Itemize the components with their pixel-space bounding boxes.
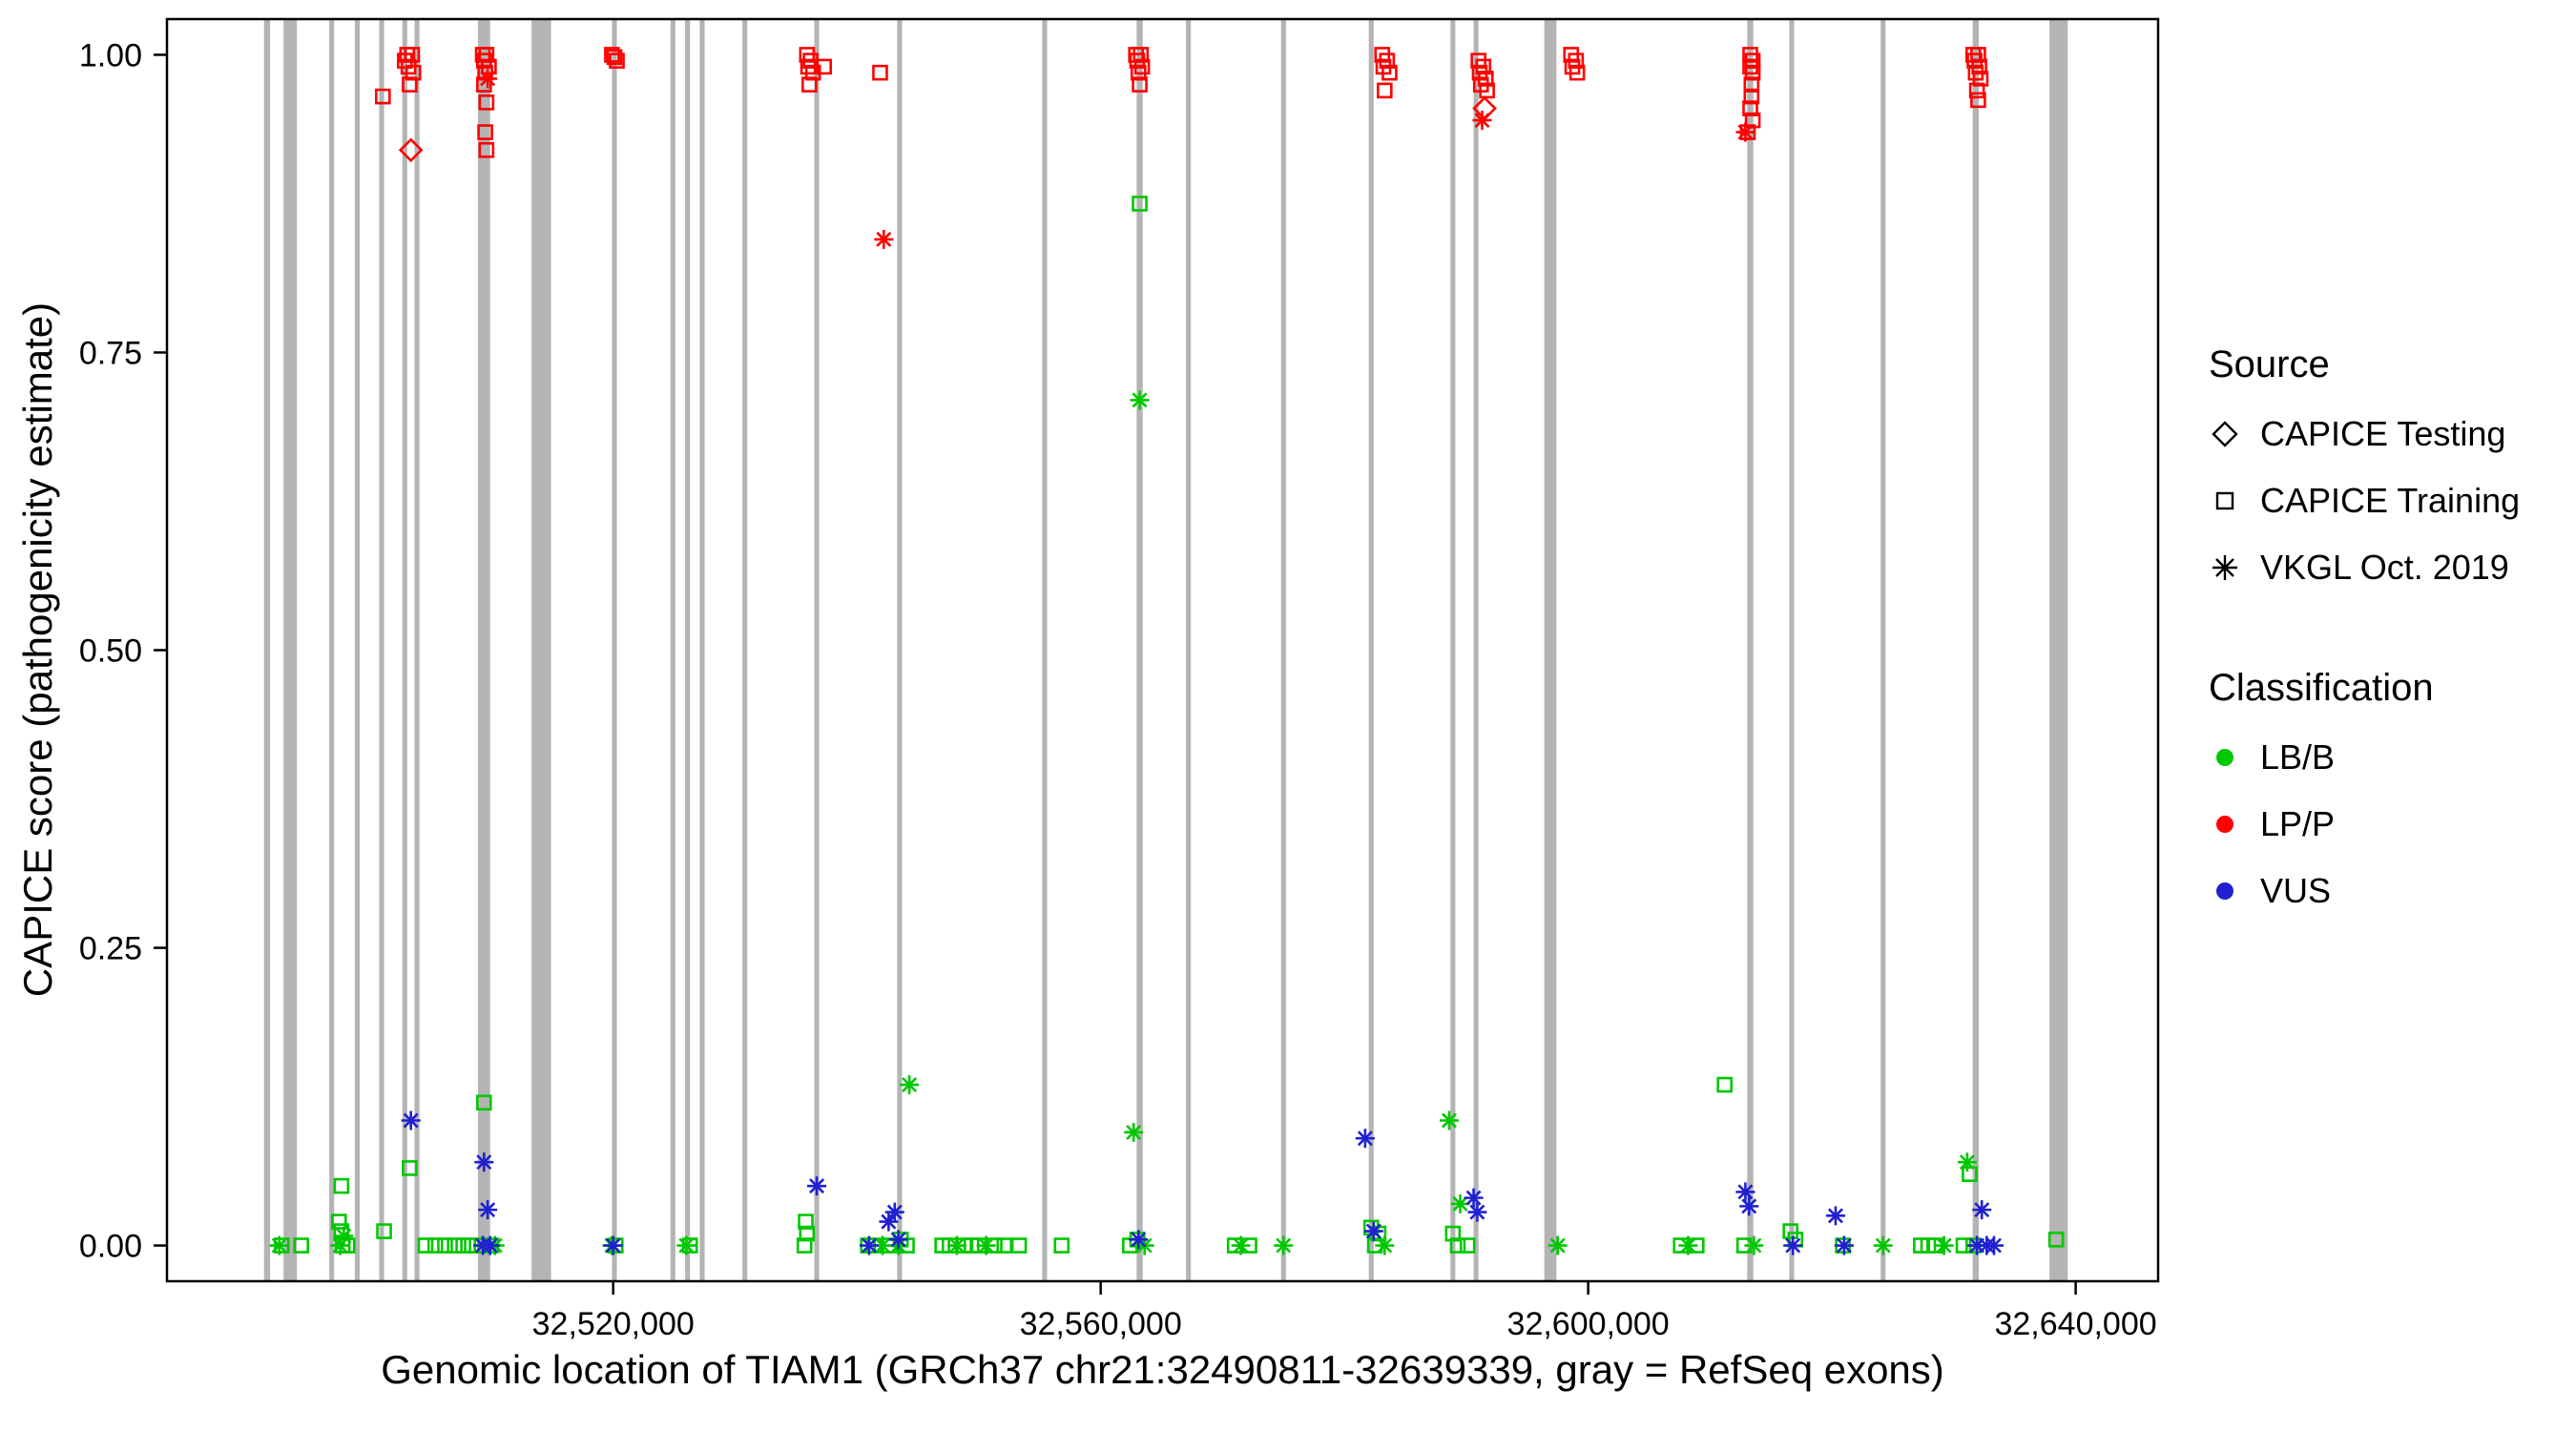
svg-text:0.25: 0.25 [79,931,142,967]
legend-item-vkgl: VKGL Oct. 2019 [2209,547,2520,589]
legend-item-label: LP/P [2260,804,2336,843]
legend-item-capice-testing: CAPICE Testing [2209,413,2520,455]
legend-item-label: VUS [2260,871,2332,910]
legend-classification-title: Classification [2209,667,2434,709]
legend: Source CAPICE Testing CAPICE Training [2209,343,2520,937]
diamond-icon [2212,421,2238,447]
svg-text:0.00: 0.00 [79,1229,142,1265]
legend-item-label: LB/B [2260,737,2336,777]
y-axis-title: CAPICE score (pathogenicity estimate) [15,301,60,998]
svg-text:32,600,000: 32,600,000 [1507,1306,1670,1342]
asterisk-icon [2212,555,2237,580]
svg-text:32,640,000: 32,640,000 [1994,1306,2156,1342]
legend-item-capice-training: CAPICE Training [2209,480,2520,522]
legend-item-label: VKGL Oct. 2019 [2260,548,2509,587]
legend-item-label: CAPICE Training [2260,481,2521,520]
legend-item-vus: VUS [2209,870,2520,912]
svg-text:32,520,000: 32,520,000 [532,1306,695,1342]
lpp-dot-icon [2216,816,2233,833]
square-icon [2215,491,2234,510]
svg-text:0.50: 0.50 [79,633,142,670]
svg-text:1.00: 1.00 [79,37,142,73]
legend-source-title: Source [2209,343,2330,385]
legend-item-lbb: LB/B [2209,736,2520,778]
legend-item-label: CAPICE Testing [2260,414,2506,453]
legend-item-lpp: LP/P [2209,803,2520,845]
lbb-dot-icon [2216,749,2233,766]
svg-text:32,560,000: 32,560,000 [1020,1306,1182,1342]
x-axis-title: Genomic location of TIAM1 (GRCh37 chr21:… [381,1347,1944,1392]
svg-text:0.75: 0.75 [79,335,142,371]
vus-dot-icon [2216,882,2233,900]
